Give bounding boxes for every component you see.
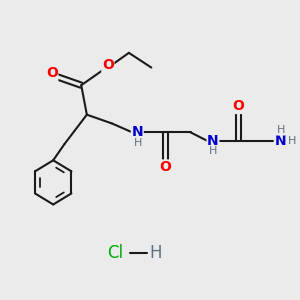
- Text: O: O: [102, 58, 114, 72]
- Text: H: H: [277, 125, 285, 135]
- Text: H: H: [149, 244, 162, 262]
- Text: N: N: [131, 125, 143, 139]
- Text: O: O: [159, 160, 171, 174]
- Text: H: H: [288, 136, 296, 146]
- Text: O: O: [46, 66, 58, 80]
- Text: N: N: [207, 134, 219, 148]
- Text: N: N: [274, 134, 286, 148]
- Text: H: H: [134, 138, 142, 148]
- Text: O: O: [232, 99, 244, 113]
- Text: Cl: Cl: [107, 244, 123, 262]
- Text: H: H: [209, 146, 218, 157]
